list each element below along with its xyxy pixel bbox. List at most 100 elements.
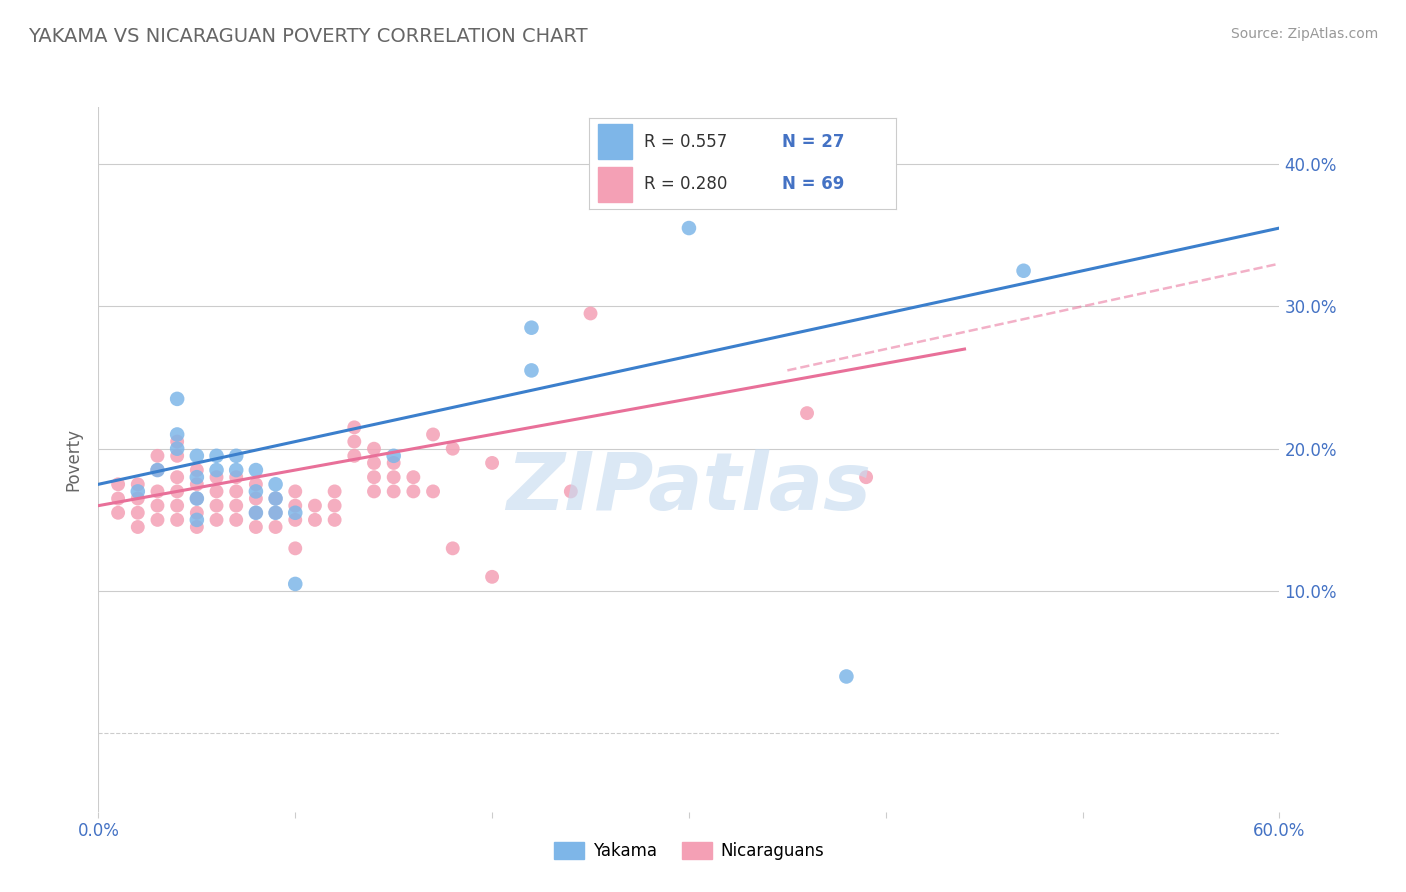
Point: [146, 513, 169, 527]
Point: [107, 506, 129, 520]
Point: [127, 506, 149, 520]
Point: [422, 427, 444, 442]
Bar: [598, 124, 631, 159]
Point: [166, 449, 188, 463]
Point: [245, 477, 267, 491]
Point: [363, 484, 385, 499]
Point: [284, 577, 307, 591]
Point: [323, 484, 346, 499]
Point: [205, 499, 228, 513]
Point: [284, 484, 307, 499]
Point: [166, 484, 188, 499]
Point: [205, 470, 228, 484]
Point: [264, 491, 287, 506]
Point: [186, 520, 208, 534]
Point: [264, 520, 287, 534]
Point: [127, 484, 149, 499]
Point: [264, 477, 287, 491]
Text: Source: ZipAtlas.com: Source: ZipAtlas.com: [1230, 27, 1378, 41]
Point: [245, 463, 267, 477]
Point: [166, 513, 188, 527]
Point: [441, 442, 464, 456]
Point: [127, 491, 149, 506]
Point: [146, 484, 169, 499]
Y-axis label: Poverty: Poverty: [65, 428, 83, 491]
Point: [304, 499, 326, 513]
Point: [127, 477, 149, 491]
Point: [323, 513, 346, 527]
Point: [284, 499, 307, 513]
Point: [186, 513, 208, 527]
Point: [382, 456, 405, 470]
Point: [560, 484, 582, 499]
Point: [186, 463, 208, 477]
Point: [225, 449, 247, 463]
Point: [304, 513, 326, 527]
Point: [245, 491, 267, 506]
Text: N = 69: N = 69: [782, 176, 845, 194]
Point: [205, 513, 228, 527]
Point: [166, 442, 188, 456]
Point: [166, 470, 188, 484]
Point: [441, 541, 464, 556]
Point: [284, 541, 307, 556]
Point: [343, 434, 366, 449]
Point: [382, 484, 405, 499]
Point: [402, 484, 425, 499]
Point: [225, 470, 247, 484]
Point: [284, 513, 307, 527]
Point: [264, 506, 287, 520]
Point: [678, 221, 700, 235]
Point: [520, 320, 543, 334]
Point: [107, 491, 129, 506]
Point: [186, 491, 208, 506]
Point: [166, 392, 188, 406]
Point: [323, 499, 346, 513]
Point: [422, 484, 444, 499]
Point: [146, 499, 169, 513]
Point: [264, 491, 287, 506]
Point: [245, 506, 267, 520]
Bar: [598, 167, 631, 202]
Text: ZIPatlas: ZIPatlas: [506, 449, 872, 526]
Point: [1012, 264, 1035, 278]
Point: [205, 484, 228, 499]
Point: [264, 506, 287, 520]
Point: [225, 463, 247, 477]
Text: N = 27: N = 27: [782, 133, 845, 152]
Point: [363, 442, 385, 456]
Point: [186, 477, 208, 491]
Point: [245, 520, 267, 534]
Point: [186, 470, 208, 484]
Point: [186, 449, 208, 463]
Point: [382, 470, 405, 484]
Point: [225, 484, 247, 499]
Point: [245, 506, 267, 520]
Text: R = 0.280: R = 0.280: [644, 176, 727, 194]
Point: [481, 456, 503, 470]
Point: [205, 463, 228, 477]
Point: [166, 427, 188, 442]
Point: [186, 491, 208, 506]
Point: [225, 513, 247, 527]
Text: R = 0.557: R = 0.557: [644, 133, 727, 152]
Point: [166, 434, 188, 449]
Point: [402, 470, 425, 484]
Point: [146, 463, 169, 477]
Point: [520, 363, 543, 377]
Text: YAKAMA VS NICARAGUAN POVERTY CORRELATION CHART: YAKAMA VS NICARAGUAN POVERTY CORRELATION…: [28, 27, 588, 45]
Point: [166, 499, 188, 513]
Point: [127, 520, 149, 534]
Point: [796, 406, 818, 420]
Point: [363, 470, 385, 484]
Point: [579, 306, 602, 320]
Point: [363, 456, 385, 470]
Point: [146, 463, 169, 477]
Point: [284, 506, 307, 520]
Point: [855, 470, 877, 484]
Point: [343, 420, 366, 434]
Point: [481, 570, 503, 584]
Point: [225, 499, 247, 513]
Point: [107, 477, 129, 491]
Point: [146, 449, 169, 463]
